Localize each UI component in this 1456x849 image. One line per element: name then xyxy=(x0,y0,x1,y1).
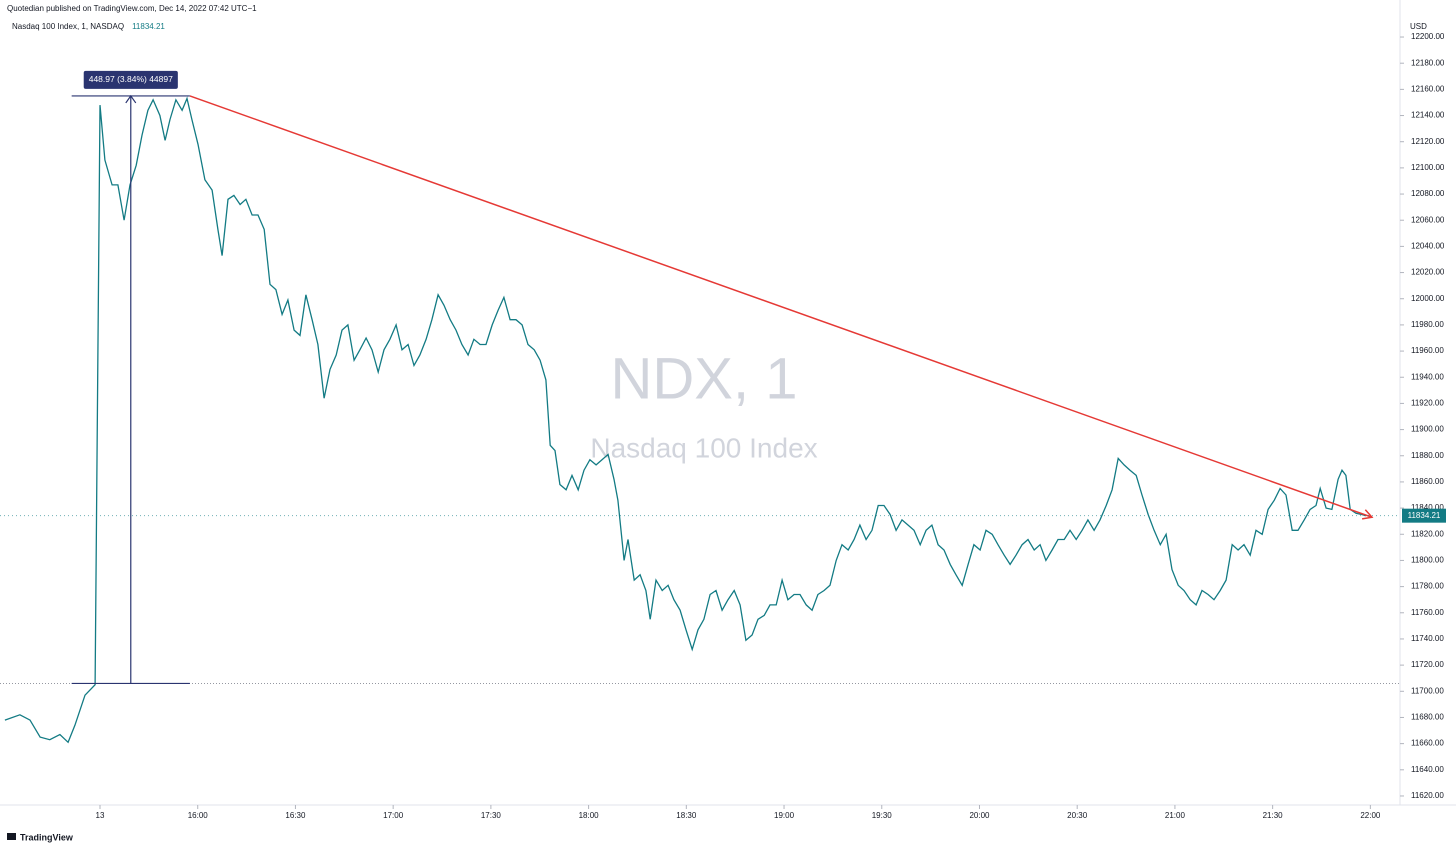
legend-price: 11834.21 xyxy=(132,22,165,31)
y-tick-label: 11780.00 xyxy=(1411,582,1444,591)
x-tick-label: 20:30 xyxy=(1067,811,1088,820)
y-tick-label: 12040.00 xyxy=(1411,242,1445,251)
y-tick-label: 12200.00 xyxy=(1411,32,1445,41)
x-tick-label: 17:00 xyxy=(383,811,404,820)
trendline xyxy=(189,95,1373,518)
y-tick-label: 12120.00 xyxy=(1411,137,1445,146)
y-tick-label: 12140.00 xyxy=(1411,111,1445,120)
x-tick-label: 18:30 xyxy=(676,811,697,820)
y-tick-label: 12060.00 xyxy=(1411,215,1445,224)
y-tick-label: 11820.00 xyxy=(1411,529,1444,538)
y-tick-label: 11700.00 xyxy=(1411,686,1444,695)
y-tick-label: 11660.00 xyxy=(1411,739,1444,748)
measure-label: 448.97 (3.84%) 44897 xyxy=(89,74,173,84)
x-tick-label: 21:30 xyxy=(1263,811,1284,820)
y-tick-label: 12000.00 xyxy=(1411,294,1445,303)
y-tick-label: 12080.00 xyxy=(1411,189,1445,198)
y-tick-label: 12100.00 xyxy=(1411,163,1445,172)
y-tick-label: 11880.00 xyxy=(1411,451,1444,460)
x-tick-label: 19:00 xyxy=(774,811,795,820)
x-tick-label: 16:30 xyxy=(285,811,306,820)
x-tick-label: 17:30 xyxy=(481,811,502,820)
watermark: Nasdaq 100 Index xyxy=(590,432,817,463)
legend-entry: Nasdaq 100 Index, 1, NASDAQ xyxy=(12,22,124,31)
measure-label-box xyxy=(83,70,178,89)
price-line xyxy=(4,96,1367,744)
y-tick-label: 11620.00 xyxy=(1411,791,1444,800)
watermark: NDX, 1 xyxy=(611,346,798,411)
y-tick-label: 11680.00 xyxy=(1411,713,1444,722)
y-tick-label: 11900.00 xyxy=(1411,425,1444,434)
x-tick-label: 22:00 xyxy=(1360,811,1381,820)
last-price-label: 11834.21 xyxy=(1408,511,1441,520)
logo-icon xyxy=(7,833,16,840)
last-price-box xyxy=(1402,508,1446,523)
y-tick-label: 12160.00 xyxy=(1411,84,1445,93)
y-tick-label: 11760.00 xyxy=(1411,608,1444,617)
y-tick-label: 11720.00 xyxy=(1411,660,1444,669)
y-tick-label: 11840.00 xyxy=(1411,503,1444,512)
measure-arrow-head xyxy=(125,94,137,104)
axis-unit: USD xyxy=(1410,22,1427,31)
y-tick-label: 11960.00 xyxy=(1411,346,1444,355)
x-tick-label: 16:00 xyxy=(188,811,209,820)
publisher-note: Quotedian published on TradingView.com, … xyxy=(7,4,257,13)
x-tick-label: 18:00 xyxy=(579,811,600,820)
y-tick-label: 11860.00 xyxy=(1411,477,1444,486)
trendline-arrow-head xyxy=(1361,509,1374,520)
y-tick-label: 11740.00 xyxy=(1411,634,1444,643)
x-tick-label: 21:00 xyxy=(1165,811,1186,820)
footer-logo: TradingView xyxy=(20,832,74,842)
y-tick-label: 12020.00 xyxy=(1411,268,1445,277)
y-tick-label: 11940.00 xyxy=(1411,372,1444,381)
x-tick-label: 13 xyxy=(96,811,105,820)
y-tick-label: 11640.00 xyxy=(1411,765,1444,774)
y-tick-label: 11800.00 xyxy=(1411,556,1444,565)
y-tick-label: 11980.00 xyxy=(1411,320,1444,329)
x-tick-label: 19:30 xyxy=(872,811,893,820)
x-tick-label: 20:00 xyxy=(969,811,990,820)
y-tick-label: 11920.00 xyxy=(1411,399,1444,408)
y-tick-label: 12180.00 xyxy=(1411,58,1445,67)
